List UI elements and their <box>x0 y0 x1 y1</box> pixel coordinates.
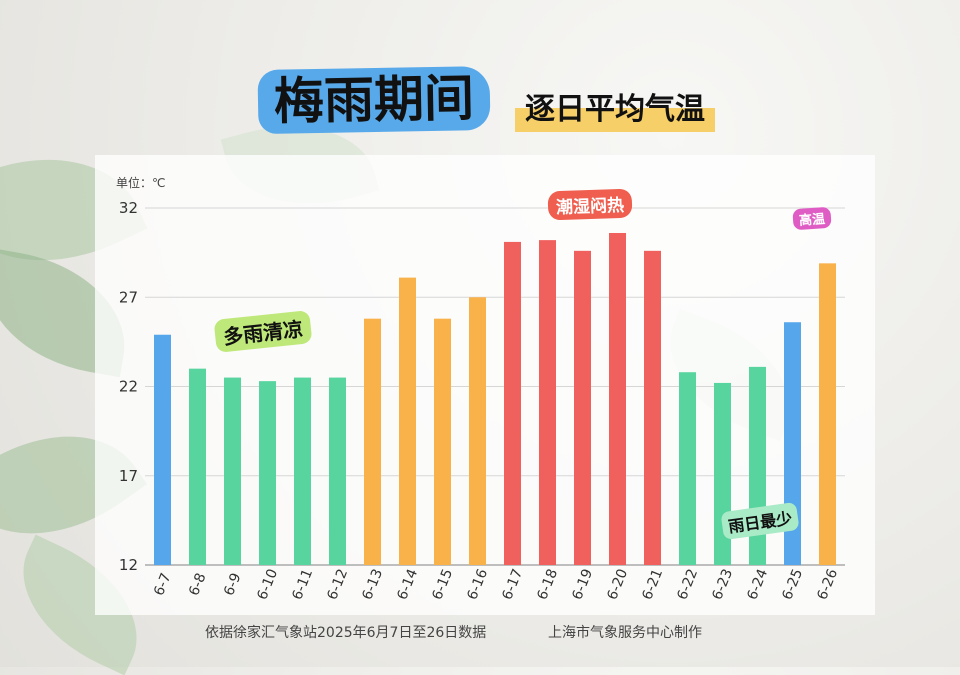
x-tick-label: 6-16 <box>464 567 491 603</box>
bar-6-7 <box>154 334 171 565</box>
bar-6-18 <box>539 240 556 565</box>
bar-6-12 <box>329 377 346 565</box>
bar-6-21 <box>644 250 661 565</box>
page-subtitle: 逐日平均气温 <box>515 88 715 132</box>
y-tick-label: 17 <box>119 467 138 485</box>
bar-6-14 <box>399 277 416 565</box>
bar-6-19 <box>574 250 591 565</box>
annotation-hot: 潮湿闷热 <box>547 188 633 221</box>
y-tick-label: 32 <box>119 199 138 217</box>
x-tick-label: 6-21 <box>639 567 666 602</box>
bar-6-8 <box>189 368 206 565</box>
x-tick-label: 6-8 <box>186 571 209 598</box>
x-tick-label: 6-22 <box>674 567 701 602</box>
x-tick-label: 6-12 <box>324 567 351 602</box>
x-tick-label: 6-15 <box>429 567 456 602</box>
x-tick-label: 6-24 <box>744 567 771 603</box>
x-tick-label: 6-25 <box>779 567 806 602</box>
x-tick-label: 6-7 <box>151 571 174 598</box>
footer-source: 依据徐家汇气象站2025年6月7日至26日数据 <box>205 625 487 641</box>
x-tick-label: 6-23 <box>709 567 736 602</box>
bar-6-9 <box>224 377 241 565</box>
bar-6-16 <box>469 297 486 565</box>
title-area: 梅雨期间 逐日平均气温 <box>0 60 960 135</box>
footer-maker: 上海市气象服务中心制作 <box>548 625 702 641</box>
x-tick-label: 6-9 <box>221 571 244 598</box>
x-tick-label: 6-14 <box>394 567 421 603</box>
bar-6-22 <box>679 372 696 565</box>
x-tick-label: 6-20 <box>604 567 631 602</box>
x-tick-label: 6-17 <box>499 567 526 602</box>
y-tick-label: 27 <box>119 288 138 306</box>
bar-6-13 <box>364 318 381 565</box>
bar-6-15 <box>434 318 451 565</box>
bar-6-11 <box>294 377 311 565</box>
x-tick-label: 6-19 <box>569 567 596 602</box>
bar-6-20 <box>609 232 626 566</box>
bar-6-26 <box>819 263 836 565</box>
x-tick-label: 6-13 <box>359 567 386 602</box>
x-tick-label: 6-26 <box>814 567 841 603</box>
y-tick-label: 22 <box>119 378 138 396</box>
bar-6-17 <box>504 241 521 566</box>
x-tick-label: 6-18 <box>534 567 561 602</box>
bar-6-10 <box>259 381 276 565</box>
x-tick-label: 6-10 <box>254 567 281 602</box>
x-tick-label: 6-11 <box>289 567 316 602</box>
annotation-high: 高温 <box>792 206 832 231</box>
y-tick-label: 12 <box>119 556 138 574</box>
unit-label: 单位：℃ <box>116 176 166 190</box>
